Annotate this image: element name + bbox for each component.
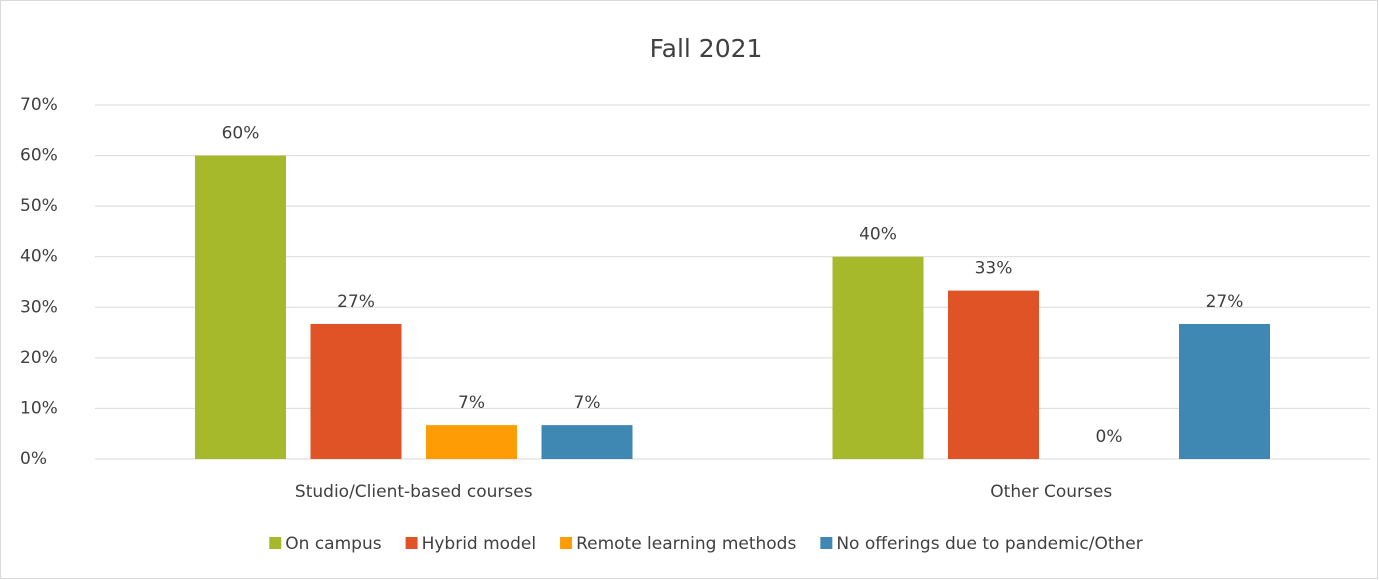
bar: [948, 290, 1039, 459]
legend-swatch: [820, 537, 833, 549]
chart-title: Fall 2021: [650, 34, 763, 63]
y-tick-label: 20%: [20, 348, 58, 368]
bar: [1179, 323, 1270, 459]
data-label: 7%: [574, 393, 601, 413]
y-tick-label: 70%: [20, 95, 58, 115]
y-tick-label: 40%: [20, 247, 58, 267]
legend-label: No offerings due to pandemic/Other: [836, 534, 1142, 554]
bar: [310, 323, 402, 459]
data-label: 7%: [458, 393, 485, 413]
legend-swatch: [269, 537, 282, 549]
data-label: 27%: [337, 292, 375, 312]
data-label: 40%: [859, 225, 897, 245]
x-tick-label: Studio/Client-based courses: [295, 482, 533, 502]
legend-label: Remote learning methods: [576, 534, 796, 554]
y-tick-label: 10%: [20, 398, 58, 418]
x-tick-label: Other Courses: [990, 482, 1112, 502]
y-tick-label: 0%: [20, 449, 47, 469]
legend-swatch: [405, 537, 418, 549]
y-tick-label: 30%: [20, 297, 58, 317]
data-label: 33%: [975, 259, 1013, 279]
y-tick-label: 60%: [20, 146, 58, 166]
y-tick-label: 50%: [20, 196, 58, 216]
legend-swatch: [560, 537, 573, 549]
legend-label: On campus: [285, 534, 381, 554]
bar: [832, 256, 924, 459]
legend-label: Hybrid model: [422, 534, 536, 554]
data-label: 0%: [1096, 427, 1123, 447]
data-label: 60%: [222, 124, 260, 144]
bar: [426, 425, 517, 459]
data-label: 27%: [1206, 292, 1244, 312]
bar: [541, 425, 633, 459]
bar: [195, 155, 286, 460]
